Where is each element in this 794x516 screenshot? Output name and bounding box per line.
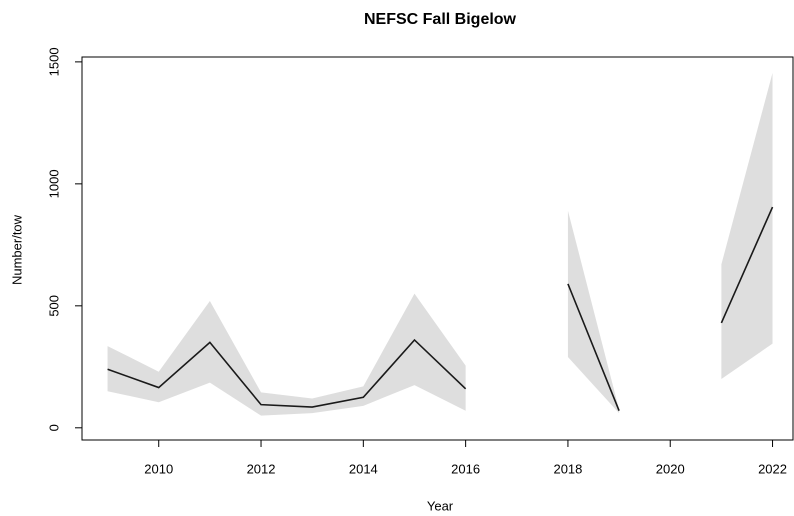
confidence-band (721, 72, 773, 380)
y-tick-label: 1500 (46, 47, 61, 76)
x-tick-label: 2022 (758, 461, 787, 476)
y-tick-label: 1000 (46, 169, 61, 198)
plot-frame (81, 56, 794, 441)
x-axis-label: Year (427, 498, 454, 513)
confidence-band (107, 293, 466, 416)
x-tick-label: 2018 (553, 461, 582, 476)
x-tick-label: 2014 (349, 461, 378, 476)
x-tick-label: 2020 (656, 461, 685, 476)
y-axis-label: Number/tow (9, 214, 24, 285)
data-line (107, 206, 774, 412)
chart-title: NEFSC Fall Bigelow (364, 11, 517, 28)
x-tick-label: 2012 (247, 461, 276, 476)
x-tick-label: 2016 (451, 461, 480, 476)
x-tick-label: 2010 (144, 461, 173, 476)
confidence-band (567, 210, 620, 414)
y-tick-label: 0 (46, 424, 61, 431)
y-tick-label: 500 (46, 295, 61, 317)
